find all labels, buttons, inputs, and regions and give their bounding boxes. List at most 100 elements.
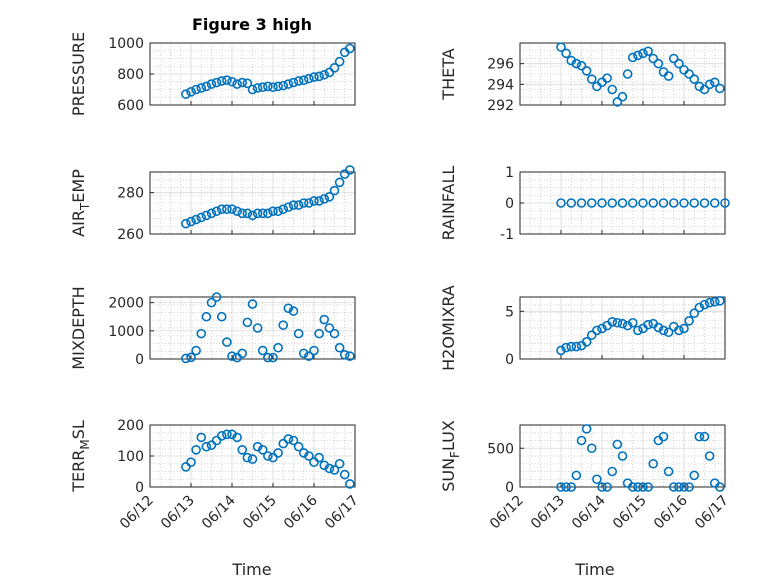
data-point xyxy=(607,84,618,95)
data-point xyxy=(566,482,577,492)
data-point xyxy=(704,297,715,308)
data-point xyxy=(288,200,299,210)
y-tick-label: 500 xyxy=(487,441,514,457)
data-point xyxy=(617,318,628,329)
data-point xyxy=(597,198,607,208)
data-point xyxy=(237,77,248,88)
data-point xyxy=(581,337,592,347)
data-point xyxy=(592,474,602,485)
data-point xyxy=(216,76,227,86)
data-point xyxy=(181,218,191,229)
data-point xyxy=(617,451,628,461)
data-point xyxy=(309,72,319,82)
x-axis-label-left: Time xyxy=(231,560,271,579)
data-point xyxy=(638,198,648,208)
data-point xyxy=(571,58,582,69)
data-series xyxy=(181,165,355,229)
data-point xyxy=(684,316,694,326)
data-point xyxy=(298,348,309,359)
data-point xyxy=(566,198,577,208)
data-point xyxy=(216,431,227,441)
data-point xyxy=(622,69,633,79)
data-point xyxy=(345,479,355,489)
y-axis-label: RAINFALL xyxy=(439,166,458,241)
data-point xyxy=(658,198,669,208)
y-tick-label: 1000 xyxy=(108,36,144,52)
data-point xyxy=(211,77,222,88)
data-point xyxy=(648,53,659,64)
data-point xyxy=(715,83,725,94)
data-point xyxy=(196,432,207,443)
data-point xyxy=(201,311,212,322)
data-point xyxy=(222,75,232,85)
data-point xyxy=(237,208,248,219)
data-point xyxy=(334,458,345,469)
data-point xyxy=(345,165,355,175)
data-point xyxy=(324,192,335,202)
data-point xyxy=(556,345,566,356)
data-point xyxy=(602,73,612,83)
data-point xyxy=(314,328,324,339)
data-point xyxy=(586,74,597,84)
data-point xyxy=(263,81,273,92)
data-point xyxy=(201,210,212,221)
data-point xyxy=(222,337,232,347)
subplot-1: 600 800 1000 PRESSURE xyxy=(69,32,356,116)
data-point xyxy=(679,323,689,334)
data-point xyxy=(345,43,355,54)
data-point xyxy=(561,342,571,353)
data-point xyxy=(257,208,268,219)
axes-box xyxy=(149,296,356,360)
data-point xyxy=(232,79,242,89)
data-point xyxy=(201,81,212,92)
data-point xyxy=(186,216,196,227)
data-point xyxy=(186,87,196,97)
y-tick-label: 1 xyxy=(505,165,514,181)
data-point xyxy=(329,63,340,73)
data-point xyxy=(196,212,207,223)
data-point xyxy=(314,452,324,463)
data-point xyxy=(622,320,633,331)
data-point xyxy=(556,482,566,492)
data-series xyxy=(556,296,725,356)
data-point xyxy=(653,58,664,69)
data-point xyxy=(329,328,340,339)
data-point xyxy=(257,444,268,455)
grid-lines xyxy=(149,172,356,235)
data-point xyxy=(257,82,268,92)
data-point xyxy=(638,48,648,59)
data-point xyxy=(191,345,201,356)
data-point xyxy=(206,79,217,89)
data-point xyxy=(715,296,725,306)
data-point xyxy=(216,204,227,214)
data-point xyxy=(247,454,258,464)
data-point xyxy=(288,306,299,316)
data-point xyxy=(191,444,201,455)
data-point xyxy=(309,196,319,206)
data-point xyxy=(293,200,304,210)
data-point xyxy=(699,431,710,442)
data-point xyxy=(186,352,196,363)
data-point xyxy=(278,204,289,214)
data-point xyxy=(576,60,587,71)
data-point xyxy=(191,214,201,225)
data-point xyxy=(263,451,273,461)
data-point xyxy=(191,84,201,95)
data-point xyxy=(319,69,330,80)
data-point xyxy=(329,465,340,475)
data-point xyxy=(339,349,350,360)
data-point xyxy=(699,299,710,310)
data-point xyxy=(319,314,330,325)
data-point xyxy=(694,431,705,442)
data-point xyxy=(242,317,253,328)
y-axis-label: SUNFLUX xyxy=(439,420,462,492)
data-point xyxy=(186,457,196,468)
data-point xyxy=(304,351,314,361)
data-point xyxy=(674,58,684,69)
data-point xyxy=(273,342,283,353)
data-point xyxy=(263,208,273,219)
data-point xyxy=(242,208,253,219)
x-axis-label-right: Time xyxy=(574,560,614,579)
